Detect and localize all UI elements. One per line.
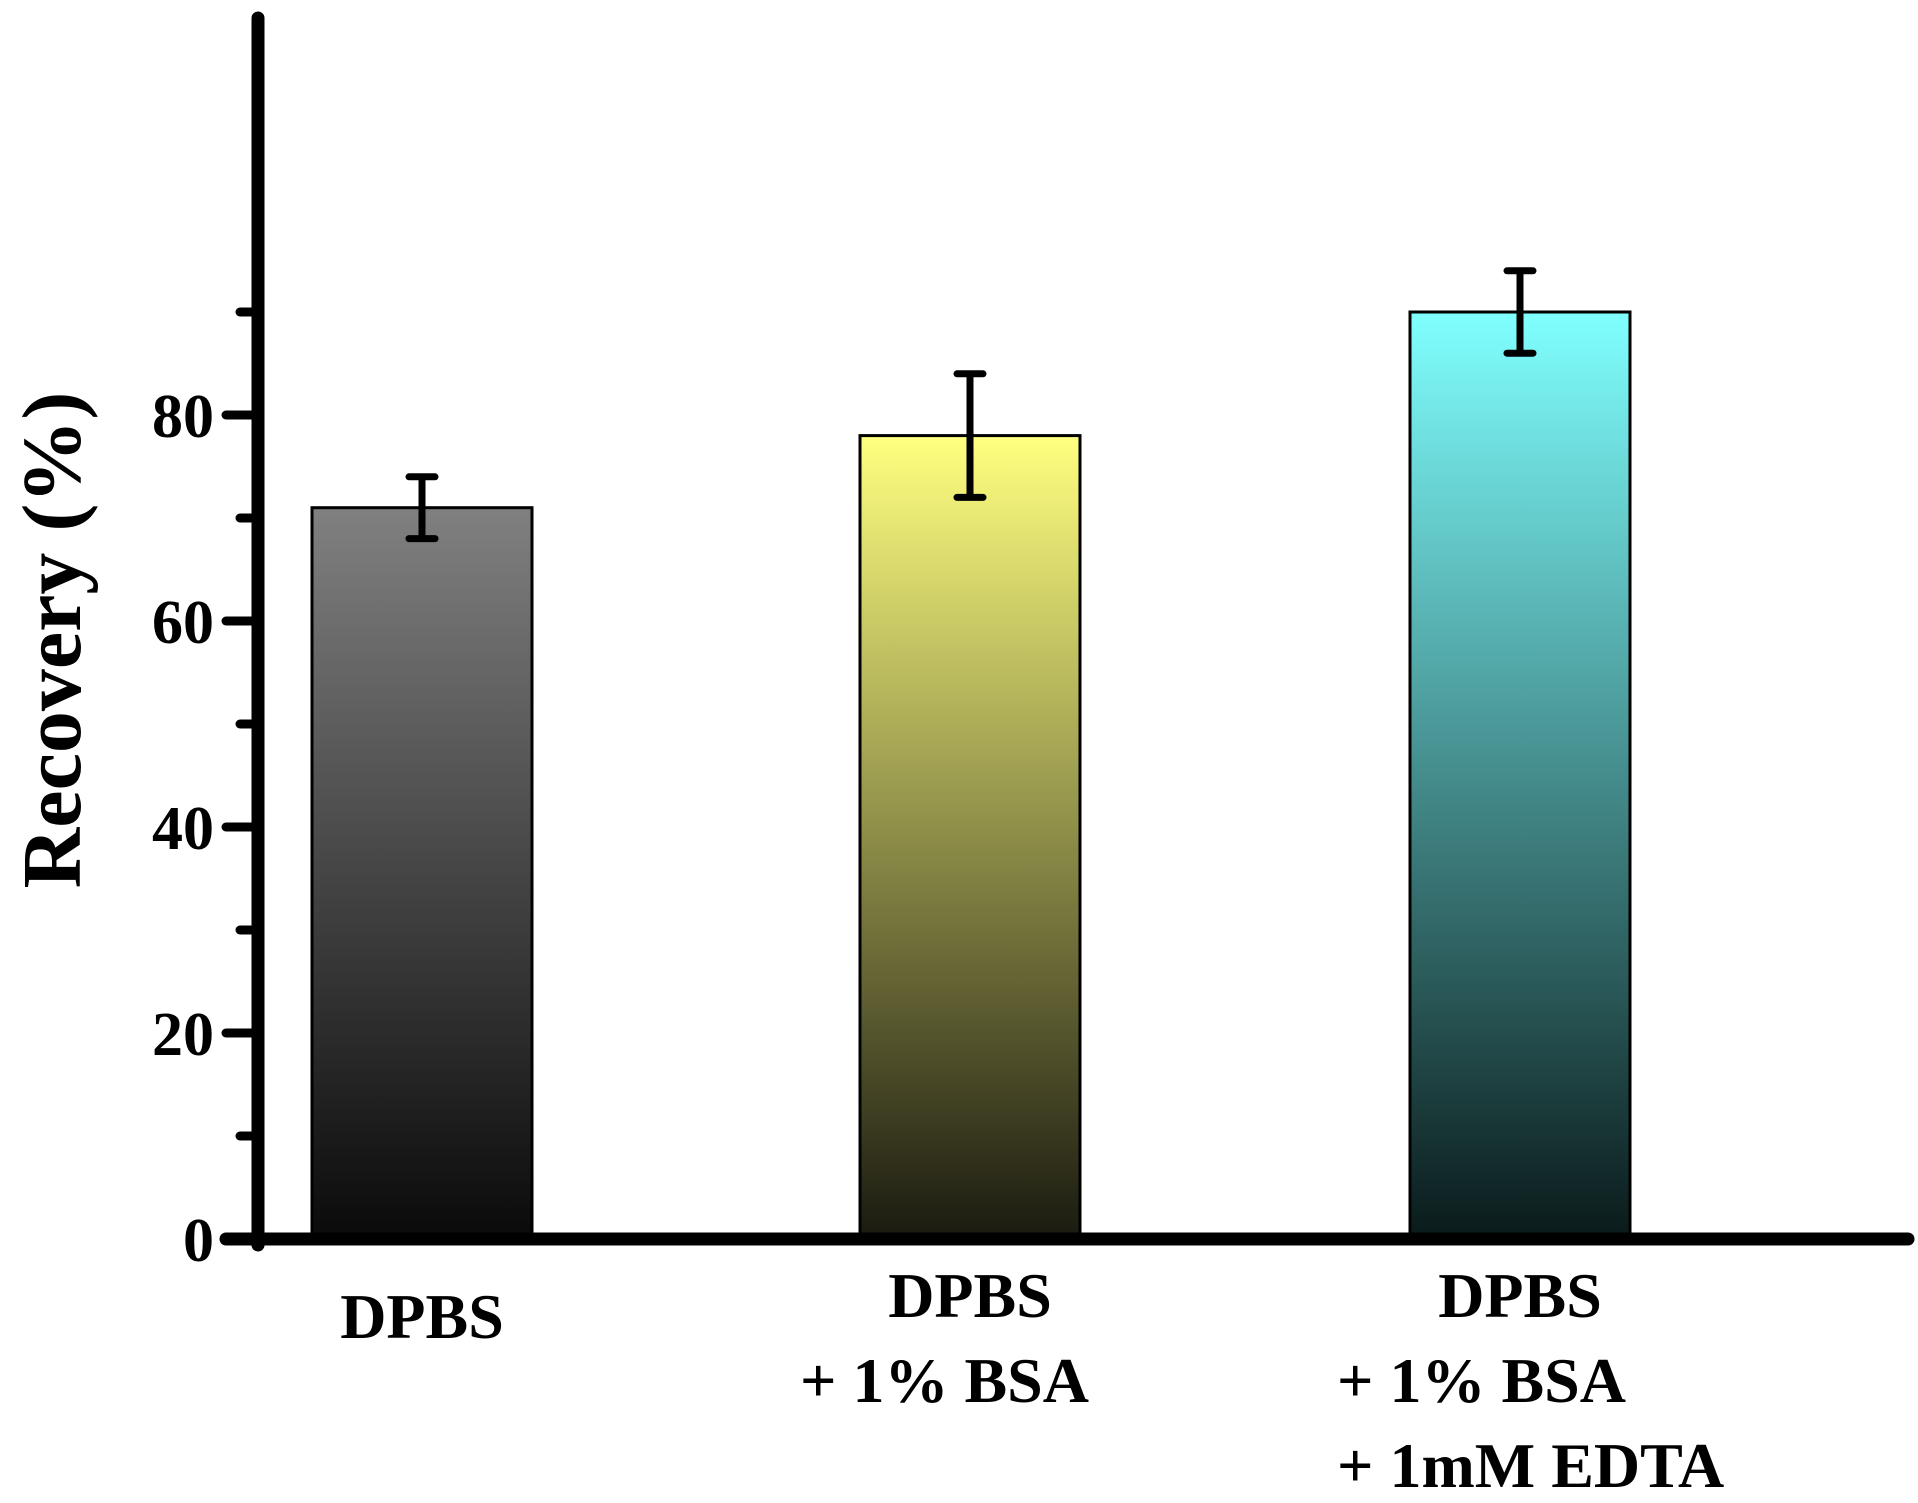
y-tick-label-80: 80 (152, 383, 214, 451)
category-label-2-line-1: DPBS (888, 1260, 1052, 1331)
category-label-2-line-2: + 1% BSA (800, 1345, 1089, 1416)
category-label-3-line-2: + 1% BSA (1337, 1345, 1626, 1416)
category-label-1-line-1: DPBS (340, 1281, 504, 1352)
error-bars-layer (405, 267, 1537, 543)
bar-2 (858, 434, 1082, 1241)
category-labels-layer: DPBS DPBS + 1% BSA DPBS + 1% BSA + 1mM EDTA (340, 1260, 1724, 1501)
y-tick-label-0: 0 (183, 1207, 214, 1275)
y-axis-title: Recovery (%) (6, 392, 99, 889)
error-bar-1 (405, 473, 439, 543)
y-ticks-layer: 0 20 40 60 80 (152, 307, 263, 1275)
y-tick-label-60: 60 (152, 589, 214, 657)
y-tick-label-40: 40 (152, 795, 214, 863)
category-label-3-line-1: DPBS (1438, 1260, 1602, 1331)
error-bar-3 (1503, 267, 1537, 357)
bar-1 (310, 506, 534, 1241)
y-tick-label-20: 20 (152, 1001, 214, 1069)
category-label-3-line-3: + 1mM EDTA (1337, 1430, 1724, 1501)
bar-3 (1408, 310, 1632, 1241)
error-bar-2 (953, 370, 987, 501)
